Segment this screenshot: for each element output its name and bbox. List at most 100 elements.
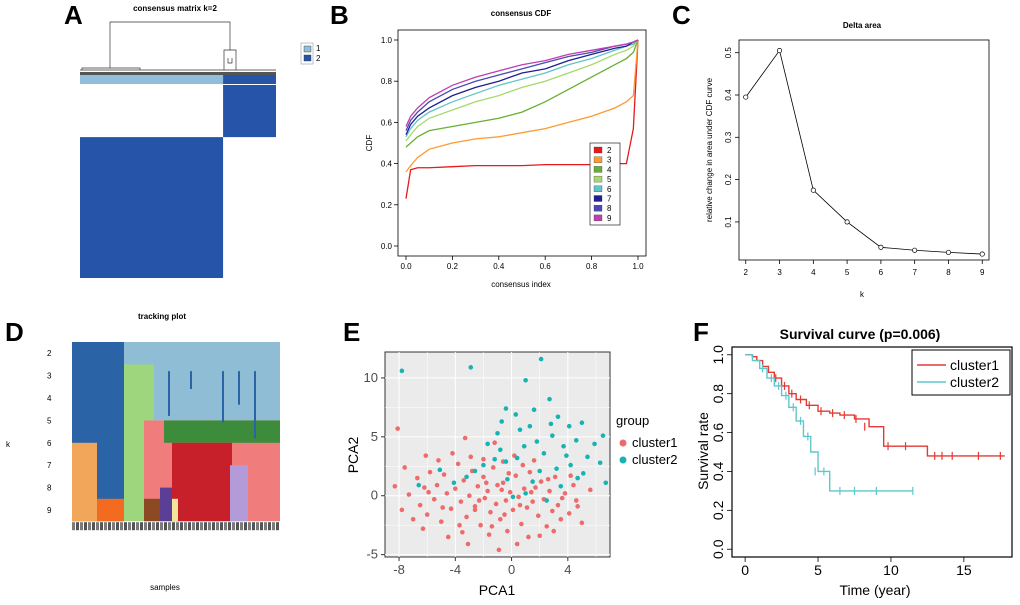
dendrogram-branch [223, 58, 237, 70]
panel-f-legend: cluster1 cluster2 [911, 349, 1011, 396]
pca-point-cluster1 [434, 482, 440, 488]
pca-point-cluster1 [538, 479, 544, 484]
panel-b-axes: 0.0 0.2 0.4 0.6 0.8 1.0 0.0 0.2 0.4 0.6 0.8 1.0 [381, 36, 644, 271]
x-tick-label: 0.0 [400, 262, 412, 271]
pca-point-cluster1 [444, 491, 450, 496]
delta-area-point [743, 94, 749, 100]
panel-f-title: Survival curve (p=0.006) [780, 326, 941, 342]
sample-tick [112, 522, 115, 531]
x-tick-label: 1.0 [632, 262, 644, 271]
legend-dot-cluster1 [619, 439, 627, 447]
x-tick-label: 6 [879, 268, 884, 277]
pca-point-cluster1 [441, 472, 447, 477]
sample-tick [108, 522, 111, 531]
pca-point-cluster1 [493, 501, 499, 507]
tracking-cluster-block [72, 442, 97, 522]
pca-point-cluster1 [426, 489, 431, 495]
panel-label-f: F [693, 317, 709, 347]
pca-point-cluster1 [521, 486, 527, 491]
delta-area-point [844, 219, 850, 225]
sample-tick [168, 522, 171, 531]
pca-point-cluster1 [423, 453, 429, 458]
legend-frame [589, 142, 621, 226]
panel-c-xlabel: k [860, 290, 865, 299]
pca-point-cluster1 [460, 529, 465, 535]
pca-point-cluster1 [588, 487, 593, 493]
sample-tick [232, 522, 235, 531]
pca-point-cluster1 [465, 541, 471, 547]
sample-tick [84, 522, 87, 531]
panel-b-plot-frame [397, 29, 647, 257]
pca-point-cluster1 [457, 522, 462, 528]
delta-area-point [979, 251, 985, 257]
legend-label-k3: 3 [607, 156, 612, 165]
pca-point-cluster1 [458, 499, 464, 504]
x-tick-label: 0 [741, 562, 749, 578]
pca-point-cluster2 [597, 460, 603, 466]
tracking-stripe [238, 371, 240, 405]
tracking-cluster-block [164, 420, 280, 443]
x-tick-label: 0 [508, 562, 515, 577]
annotation-line [80, 72, 276, 75]
pca-point-cluster1 [488, 509, 493, 515]
pca-point-cluster1 [406, 492, 412, 497]
panel-e-legend-title: group [616, 413, 649, 428]
pca-point-cluster2 [513, 412, 519, 417]
pca-point-cluster1 [453, 486, 458, 491]
pca-point-cluster2 [517, 427, 523, 433]
pca-point-cluster1 [467, 493, 472, 499]
pca-point-cluster1 [481, 456, 486, 462]
x-tick-label: 0.2 [447, 262, 459, 271]
pca-point-cluster2 [481, 462, 486, 468]
pca-point-cluster2 [580, 471, 586, 476]
panel-d-xlabel: samples [150, 583, 180, 592]
tracking-stripe [80, 371, 82, 385]
panel-c-series [743, 48, 985, 257]
sample-tick [136, 522, 139, 531]
pca-point-cluster2 [503, 459, 509, 464]
pca-point-cluster1 [468, 454, 474, 460]
pca-point-cluster2 [451, 480, 457, 486]
pca-point-cluster2 [573, 438, 579, 443]
cdf-line-k8 [405, 39, 639, 131]
pca-point-cluster2 [585, 454, 590, 460]
panel-a: A consensus matrix k=2 1 2 [64, 0, 321, 278]
cdf-line-k4 [405, 39, 639, 148]
sample-tick [180, 522, 183, 531]
tracking-plot-grid [72, 342, 280, 531]
legend-swatch-k3 [593, 156, 603, 163]
y-tick-label: 1.0 [381, 36, 393, 45]
pca-point-cluster2 [485, 441, 490, 447]
consensus-block-1 [80, 137, 224, 278]
sample-tick [128, 522, 131, 531]
tracking-stripe [92, 371, 94, 381]
x-tick-label: 0.6 [540, 262, 552, 271]
tracking-cluster-block [230, 465, 248, 522]
pca-point-cluster2 [499, 419, 505, 424]
sample-tick [204, 522, 207, 531]
sample-tick [148, 522, 151, 531]
y-tick-label: 0.6 [381, 118, 393, 127]
panel-label-d: D [5, 317, 24, 347]
sample-tick [200, 522, 203, 531]
y-tick-label: -5 [366, 547, 378, 562]
tracking-stripe [190, 371, 192, 390]
y-tick-label: 0.6 [710, 423, 726, 443]
pca-point-cluster1 [505, 528, 510, 534]
panel-b-ylabel: CDF [365, 135, 374, 152]
pca-point-cluster1 [544, 524, 550, 529]
pca-point-cluster2 [544, 498, 550, 503]
dendrogram-branch [81, 67, 141, 70]
pca-point-cluster1 [485, 488, 490, 494]
tracking-cluster-block [172, 498, 178, 522]
k-label: 3 [47, 372, 52, 381]
pca-point-cluster1 [507, 489, 513, 495]
y-tick-label: 0.0 [381, 242, 393, 251]
pca-point-cluster1 [559, 495, 565, 501]
pca-point-cluster2 [503, 406, 509, 411]
tracking-stripe [222, 371, 224, 423]
panel-e-axes: -8 -4 0 4 -5 0 5 10 [364, 352, 610, 577]
pca-point-cluster2 [541, 451, 547, 456]
panel-c-title: Delta area [843, 21, 882, 30]
